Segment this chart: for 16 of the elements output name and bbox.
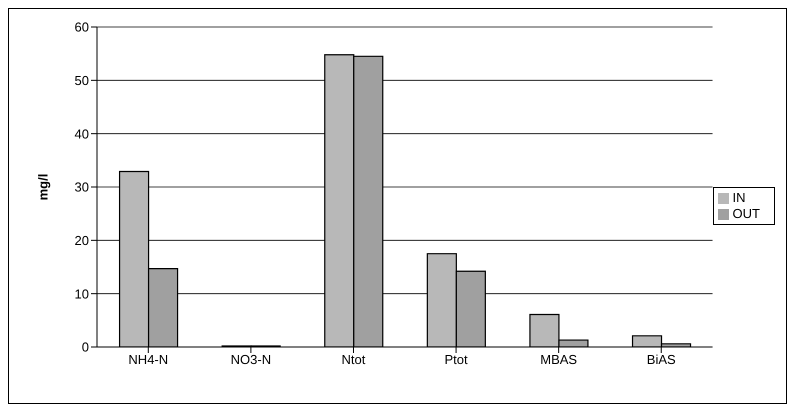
- y-tick-label: 50: [74, 72, 89, 88]
- y-axis-title: mg/l: [36, 174, 51, 200]
- x-tick-label: NO3-N: [230, 352, 272, 368]
- y-tick-label: 10: [74, 286, 89, 302]
- legend-label: OUT: [732, 206, 760, 220]
- y-tick-label: 30: [74, 180, 89, 195]
- y-tick-label: 40: [74, 126, 89, 142]
- x-tick-label: Ntot: [342, 352, 366, 368]
- x-tick-label: NH4-N: [128, 352, 168, 368]
- x-tick-label: MBAS: [540, 352, 578, 368]
- x-tick-label: BiAS: [646, 352, 676, 368]
- legend-label: IN: [732, 190, 746, 204]
- y-tick-label: 0: [82, 340, 89, 355]
- x-tick-label: Ptot: [444, 352, 468, 368]
- y-tick-label: 20: [74, 232, 89, 248]
- y-tick-label: 60: [74, 20, 89, 35]
